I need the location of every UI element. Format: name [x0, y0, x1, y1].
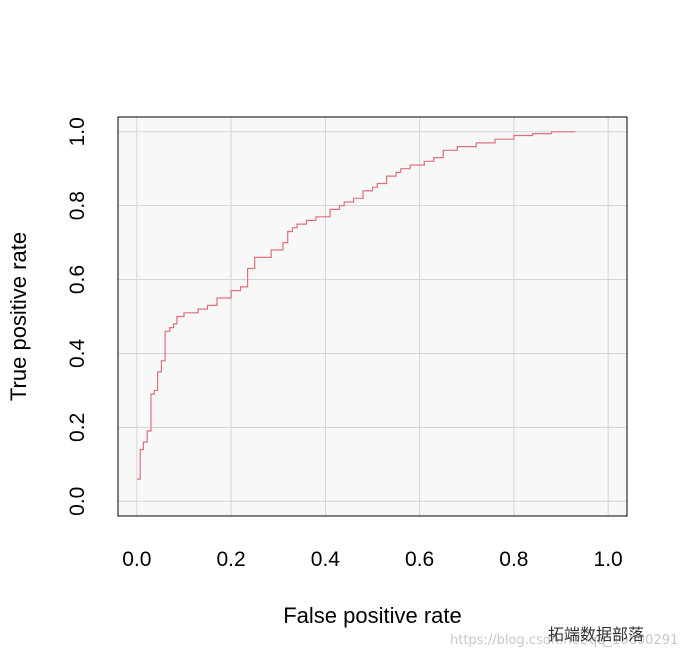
roc-curve-line — [136, 131, 576, 480]
y-tick-label: 0.8 — [66, 191, 89, 220]
y-tick-label: 1.0 — [66, 117, 89, 146]
plot-frame — [117, 116, 628, 517]
y-tick-label: 0.6 — [66, 265, 89, 294]
x-tick-label: 0.6 — [405, 548, 434, 571]
x-tick-label: 1.0 — [594, 548, 623, 571]
plot-background — [118, 117, 627, 516]
x-tick-label: 0.8 — [499, 548, 528, 571]
x-tick-label: 0.2 — [217, 548, 246, 571]
x-axis: 0.0 0.2 0.4 0.6 0.8 1.0 — [122, 548, 622, 571]
y-tick-label: 0.4 — [66, 339, 89, 369]
y-axis: 0.0 0.2 0.4 0.6 0.8 1.0 — [66, 117, 89, 516]
x-tick-label: 0.0 — [122, 548, 151, 571]
watermark-brand: 拓端数据部落 — [548, 625, 645, 644]
y-tick-label: 0.0 — [66, 487, 89, 516]
grid — [118, 117, 627, 516]
y-axis-title: True positive rate — [6, 232, 31, 401]
y-tick-label: 0.2 — [66, 413, 89, 442]
watermark-url: https://blog.csdn.net/qq_19600291 — [450, 633, 679, 648]
x-axis-title: False positive rate — [283, 603, 462, 628]
x-tick-label: 0.4 — [311, 548, 341, 571]
